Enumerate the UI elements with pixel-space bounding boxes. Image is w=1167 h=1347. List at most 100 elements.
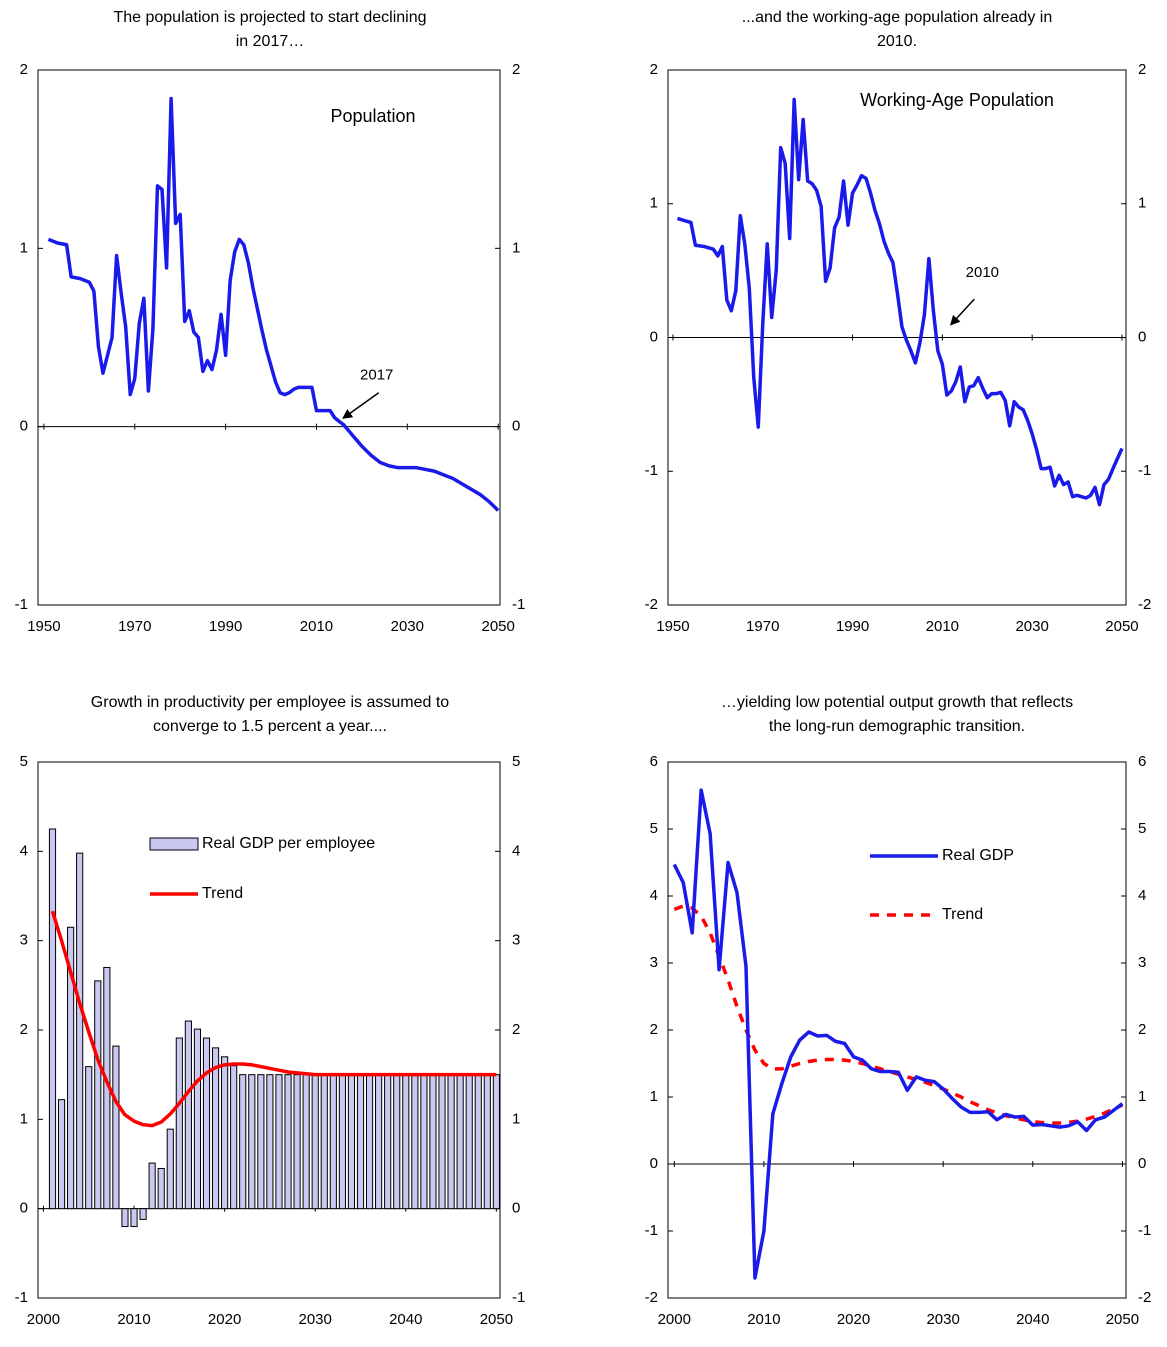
y2-tick-label: 3 [1138, 954, 1146, 971]
bar [365, 1074, 374, 1210]
legend-label: Real GDP [942, 847, 1014, 864]
x-tick-label: 1970 [746, 618, 779, 635]
bar [193, 1028, 202, 1210]
bar [121, 1208, 129, 1228]
x-tick-label: 2010 [117, 1311, 150, 1328]
y2-tick-label: 2 [1138, 1021, 1146, 1038]
y2-tick-label: 2 [512, 1021, 520, 1038]
bar [474, 1074, 482, 1210]
series-line [47, 96, 500, 512]
chart-title: The population is projected to start dec… [113, 9, 426, 26]
bar [456, 1074, 464, 1210]
bar [293, 1074, 301, 1210]
y-tick-label: 3 [650, 954, 658, 971]
y-tick-label: 5 [20, 753, 28, 770]
y2-tick-label: 3 [512, 932, 520, 949]
y2-tick-label: 0 [1138, 1155, 1146, 1172]
bar [402, 1074, 410, 1210]
y-tick-label: 0 [650, 328, 658, 345]
y2-tick-label: 5 [512, 753, 520, 770]
series-line [672, 788, 1124, 1280]
bar [275, 1074, 283, 1210]
bar [420, 1074, 428, 1210]
y-tick-label: -2 [645, 596, 658, 613]
annotation-arrow [949, 298, 975, 326]
y2-tick-label: 1 [512, 239, 520, 256]
legend-label: Trend [942, 906, 983, 923]
x-tick-label: 2000 [658, 1311, 691, 1328]
bar [230, 1065, 238, 1210]
x-tick-label: 2010 [747, 1311, 780, 1328]
bar [411, 1074, 419, 1210]
y2-tick-label: -1 [1138, 462, 1151, 479]
bar [338, 1074, 346, 1210]
bar [302, 1074, 310, 1210]
y2-tick-label: 1 [1138, 195, 1146, 212]
y-tick-label: 5 [650, 820, 658, 837]
annotation-arrow [342, 392, 380, 419]
y-tick-label: 4 [20, 842, 28, 859]
chart-title: in 2017… [236, 33, 305, 50]
y2-tick-label: -1 [512, 596, 525, 613]
y2-tick-label: 0 [1138, 328, 1146, 345]
y-tick-label: 2 [650, 61, 658, 78]
chart-title: 2010. [877, 33, 917, 50]
bar [492, 1074, 500, 1210]
legend-label: Real GDP per employee [202, 835, 375, 852]
chart-title: …yielding low potential output growth th… [721, 694, 1073, 711]
y2-tick-label: 0 [512, 418, 520, 435]
x-tick-label: 2000 [27, 1311, 60, 1328]
y2-tick-label: 1 [512, 1110, 520, 1127]
bar [184, 1020, 192, 1210]
bar [130, 1208, 138, 1228]
bar [356, 1074, 365, 1210]
bar [284, 1074, 292, 1210]
bar [48, 828, 57, 1210]
y-tick-label: 4 [650, 887, 658, 904]
chart-title: Growth in productivity per employee is a… [91, 694, 449, 711]
bar [175, 1037, 183, 1210]
y-tick-label: -1 [645, 1222, 658, 1239]
bar [257, 1074, 265, 1210]
y-tick-label: 1 [20, 239, 28, 256]
bar [157, 1167, 165, 1210]
y2-tick-label: 1 [1138, 1088, 1146, 1105]
x-tick-label: 2040 [389, 1311, 422, 1328]
series-line [676, 97, 1124, 507]
x-tick-label: 1970 [118, 618, 151, 635]
y2-tick-label: 2 [512, 61, 520, 78]
bar [375, 1074, 383, 1210]
bar [85, 1066, 93, 1210]
y-tick-label: 2 [20, 61, 28, 78]
x-tick-label: 2050 [1105, 618, 1138, 635]
y2-tick-label: 6 [1138, 753, 1146, 770]
y2-tick-label: 4 [1138, 887, 1146, 904]
plot-frame [37, 69, 501, 606]
x-tick-label: 2030 [926, 1311, 959, 1328]
bar [221, 1056, 229, 1210]
bar [112, 1045, 120, 1210]
bar [429, 1074, 437, 1210]
bar [248, 1074, 256, 1210]
bar [57, 1099, 66, 1210]
x-tick-label: 2020 [208, 1311, 241, 1328]
y2-tick-label: 4 [512, 842, 520, 859]
y-tick-label: -1 [645, 462, 658, 479]
panel: …yielding low potential output growth th… [645, 694, 1152, 1328]
y-tick-label: 1 [650, 195, 658, 212]
bar [438, 1074, 446, 1210]
y2-tick-label: -2 [1138, 596, 1151, 613]
x-tick-label: 2030 [391, 618, 424, 635]
x-tick-label: 1990 [836, 618, 869, 635]
x-tick-label: 2050 [480, 1311, 513, 1328]
chart-title: ...and the working-age population alread… [742, 9, 1052, 26]
y2-tick-label: 0 [512, 1200, 520, 1217]
y-tick-label: 2 [650, 1021, 658, 1038]
x-tick-label: 2010 [926, 618, 959, 635]
bar [148, 1162, 156, 1210]
legend-label: Population [330, 106, 415, 126]
y-tick-label: 0 [650, 1155, 658, 1172]
x-tick-label: 2010 [300, 618, 333, 635]
